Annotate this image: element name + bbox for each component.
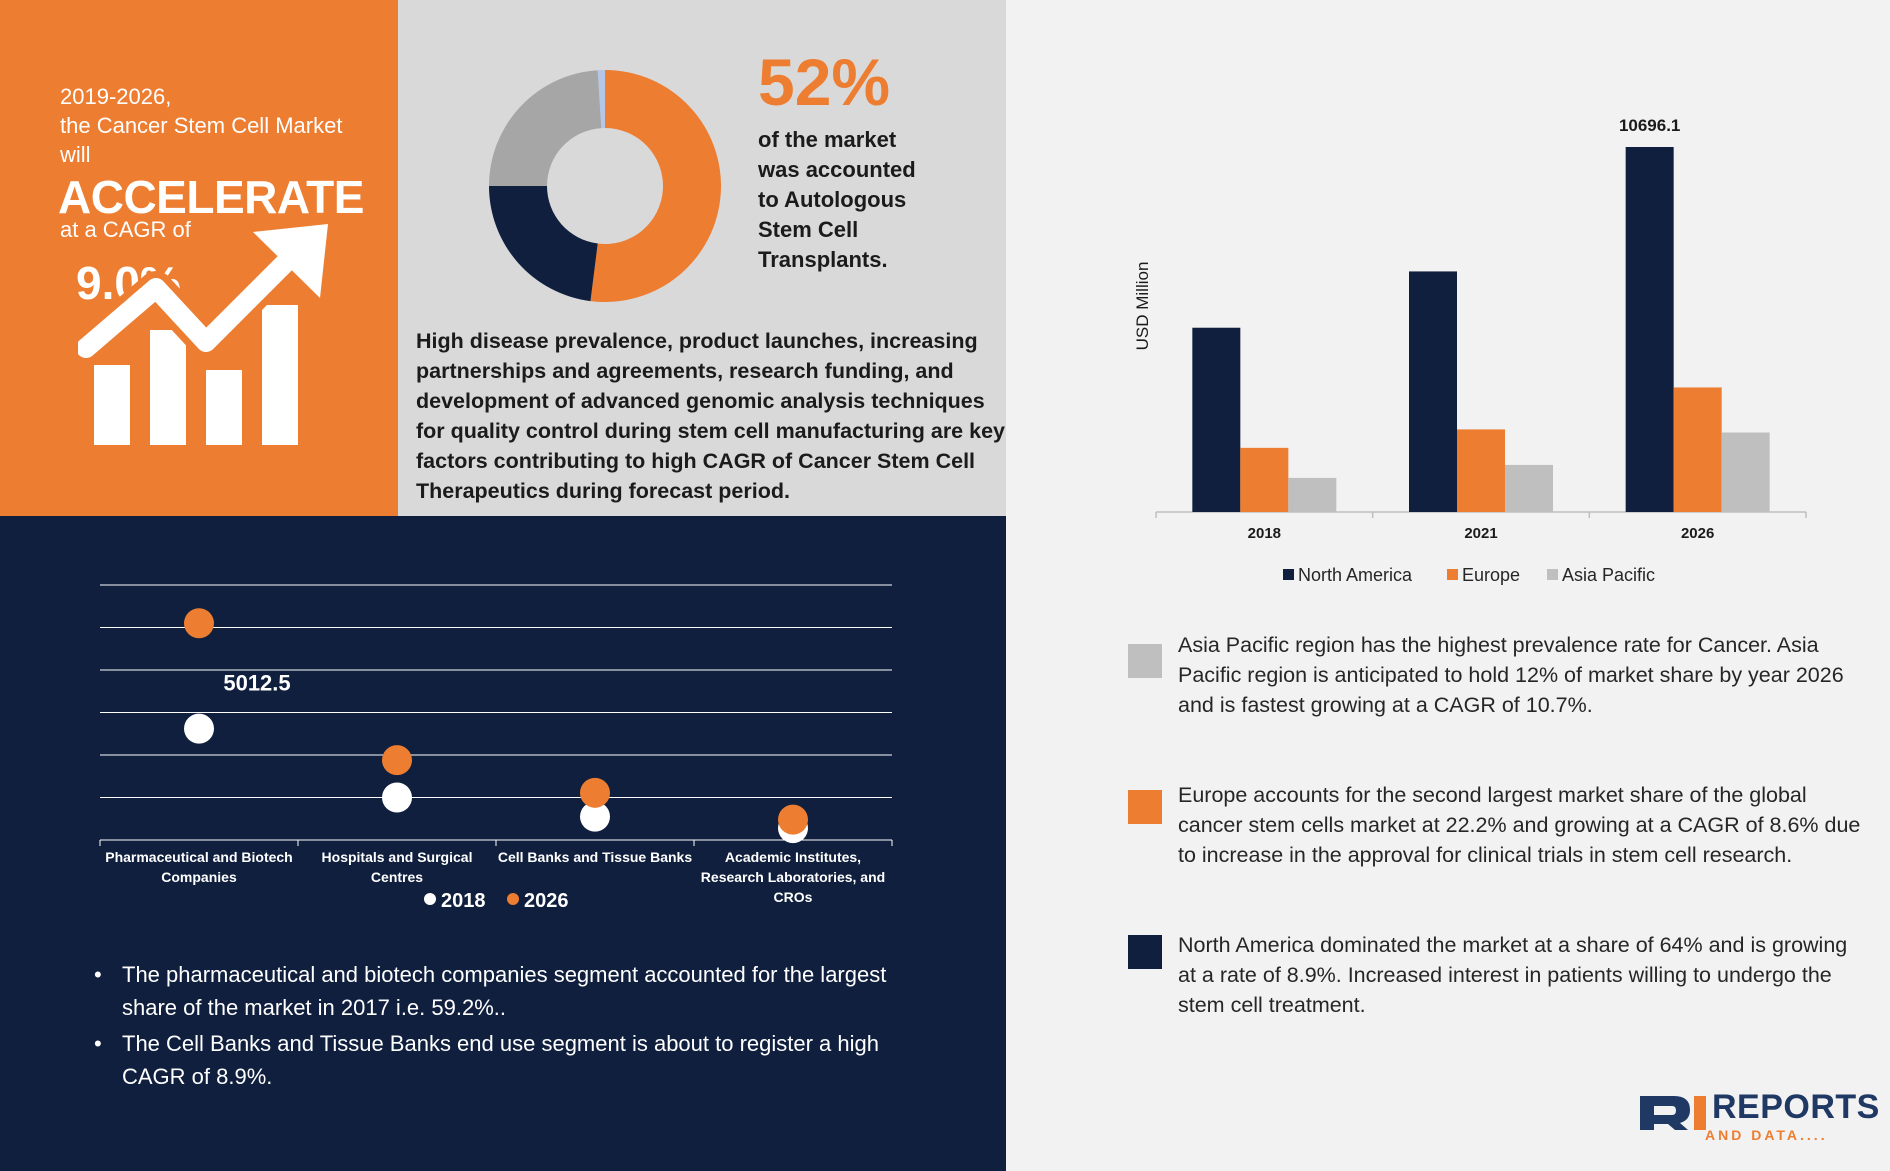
legend-label: North America — [1298, 565, 1413, 585]
category-label-line: Centres — [371, 869, 423, 885]
category-label-line: Hospitals and Surgical — [322, 849, 473, 865]
dot-2018 — [580, 801, 610, 832]
category-label: Hospitals and Surgical Centres — [322, 849, 473, 885]
y-axis-label: USD Million — [1133, 262, 1152, 351]
category-label-line: Companies — [161, 869, 237, 885]
cagr-will: will — [60, 142, 91, 167]
cagr-panel: 2019-2026, the Cancer Stem Cell Market w… — [0, 0, 398, 516]
region-swatch — [1128, 644, 1162, 678]
data-label: 10696.1 — [1619, 116, 1680, 135]
segment-notes: The pharmaceutical and biotech companies… — [92, 958, 912, 1096]
x-tick-label: 2026 — [1681, 525, 1714, 542]
category-label-line: Cell Banks and Tissue Banks — [498, 849, 692, 865]
category-label-line: Academic Institutes, — [725, 849, 861, 865]
dot-2018 — [382, 782, 412, 813]
bar-asia-pacific — [1288, 477, 1337, 512]
bar-asia-pacific — [1721, 432, 1770, 512]
dot-2026 — [778, 804, 808, 835]
bar-north-america — [1192, 327, 1241, 512]
logo-word: REPORTS — [1712, 1088, 1880, 1126]
cagr-at-line: at a CAGR of — [60, 217, 191, 242]
bar-north-america — [1625, 147, 1674, 512]
end-use-dot-chart: Pharmaceutical and Biotech Companies Hospi… — [99, 584, 893, 912]
segment-note: The pharmaceutical and biotech companies… — [92, 958, 912, 1024]
bar-asia-pacific — [1505, 464, 1553, 512]
region-swatch — [1128, 935, 1162, 969]
bar-europe — [1240, 447, 1289, 512]
bar-europe — [1673, 387, 1722, 512]
region-note-text: Europe accounts for the second largest m… — [1178, 783, 1861, 867]
bar-north-america — [1409, 271, 1457, 512]
dot-2018 — [184, 713, 214, 744]
legend-label: 2026 — [524, 890, 569, 912]
region-swatch — [1128, 790, 1162, 824]
segment-note: The Cell Banks and Tissue Banks end use … — [92, 1027, 912, 1093]
donut-slice-3 — [597, 70, 605, 129]
autologous-share-donut — [489, 70, 721, 302]
dot-2026 — [184, 608, 214, 639]
legend-swatch — [1283, 569, 1294, 580]
legend-label: 2018 — [441, 890, 486, 912]
donut-slice-0 — [590, 70, 721, 302]
category-label-line: Pharmaceutical and Biotech — [105, 849, 293, 865]
cagr-headline: ACCELERATE — [58, 171, 364, 223]
x-tick-label: 2018 — [1248, 525, 1281, 542]
growth-chart-icon — [78, 224, 328, 445]
category-label: Cell Banks and Tissue Banks — [498, 849, 692, 865]
donut-caption: of the market was accounted to Autologou… — [758, 127, 916, 272]
category-label-line: Research Laboratories, and — [701, 869, 885, 885]
legend-marker-2026 — [507, 893, 519, 905]
reports-and-data-logo-icon — [1640, 1096, 1706, 1130]
end-use-panel: Pharmaceutical and Biotech Companies Hospi… — [0, 516, 1006, 1171]
dot-2026 — [382, 745, 412, 776]
donut-slice-1 — [489, 186, 598, 302]
region-note-text: North America dominated the market at a … — [1178, 933, 1848, 1017]
cagr-market-line: the Cancer Stem Cell Market — [60, 113, 343, 138]
category-label-line: CROs — [774, 889, 813, 905]
logo-subtitle: AND DATA.... — [1705, 1127, 1828, 1143]
donut-panel: 52% of the market was accounted to Autol… — [398, 0, 1006, 516]
donut-percent: 52% — [758, 45, 891, 119]
region-note-text: Asia Pacific region has the highest prev… — [1178, 633, 1844, 717]
cagr-period: 2019-2026, — [60, 84, 172, 109]
x-tick-label: 2021 — [1464, 525, 1497, 542]
legend-swatch — [1547, 569, 1558, 580]
category-label: Pharmaceutical and Biotech Companies — [105, 849, 293, 885]
donut-slice-2 — [489, 70, 602, 186]
regional-bar-chart: 2018 2021 2026 10696.1 USD Million North Amer… — [1133, 116, 1807, 585]
dot-2026 — [580, 777, 610, 808]
legend-marker-2018 — [424, 893, 436, 905]
legend-label: Asia Pacific — [1562, 565, 1655, 585]
bar-europe — [1457, 429, 1505, 512]
category-label: Academic Institutes, Research Laboratorie… — [701, 849, 885, 905]
annotation-label: 5012.5 — [223, 671, 290, 696]
legend-label: Europe — [1462, 565, 1520, 585]
market-drivers-text: High disease prevalence, product launche… — [416, 329, 1005, 503]
legend-swatch — [1447, 569, 1458, 580]
